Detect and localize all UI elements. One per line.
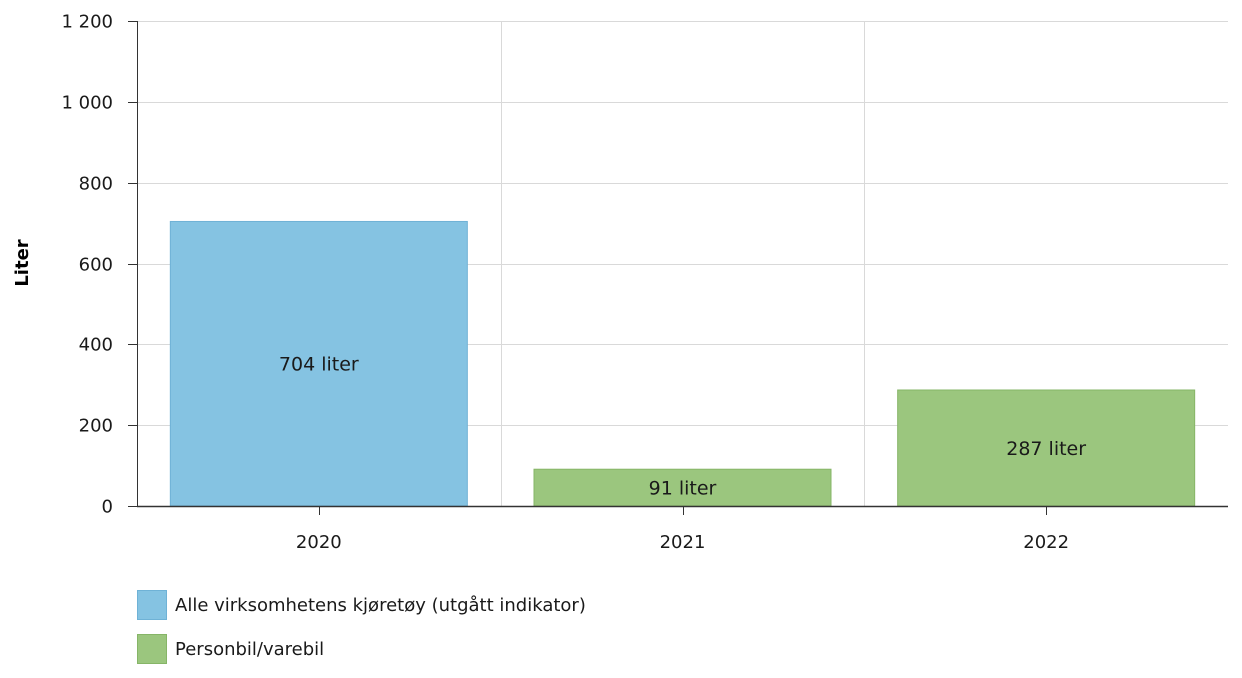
y-tick-label: 600 (79, 255, 113, 276)
y-tick-label: 200 (79, 416, 113, 437)
y-tick-label: 800 (79, 174, 113, 195)
y-tick-label: 1 000 (61, 93, 113, 114)
data-label-2022: 287 liter (1006, 438, 1086, 460)
y-tick-label: 1 200 (61, 12, 113, 33)
bar-2022 (897, 389, 1196, 507)
y-axis-title: Liter (12, 239, 33, 286)
data-label-2021: 91 liter (649, 478, 717, 500)
x-tick-label-2020: 2020 (296, 532, 342, 553)
bar-2020 (169, 220, 468, 507)
x-tick-label-2021: 2021 (660, 532, 706, 553)
legend-item-series-1[interactable]: Alle virksomhetens kjøretøy (utgått indi… (137, 590, 586, 620)
legend: Alle virksomhetens kjøretøy (utgått indi… (137, 590, 586, 678)
legend-swatch-blue (137, 590, 167, 620)
y-tick-label: 0 (102, 497, 113, 518)
data-label-2020: 704 liter (279, 354, 359, 376)
x-tick-label-2022: 2022 (1023, 532, 1069, 553)
legend-swatch-green (137, 634, 167, 664)
y-tick-label: 400 (79, 335, 113, 356)
legend-label: Alle virksomhetens kjøretøy (utgått indi… (175, 594, 586, 616)
bar-2021 (533, 468, 832, 507)
bars (169, 220, 1196, 507)
labels: 0 200 400 600 800 1 000 1 200 704 liter 2020 91 l… (61, 12, 1086, 554)
axes (128, 21, 1228, 515)
legend-item-series-2[interactable]: Personbil/varebil (137, 634, 586, 664)
legend-label: Personbil/varebil (175, 638, 325, 660)
